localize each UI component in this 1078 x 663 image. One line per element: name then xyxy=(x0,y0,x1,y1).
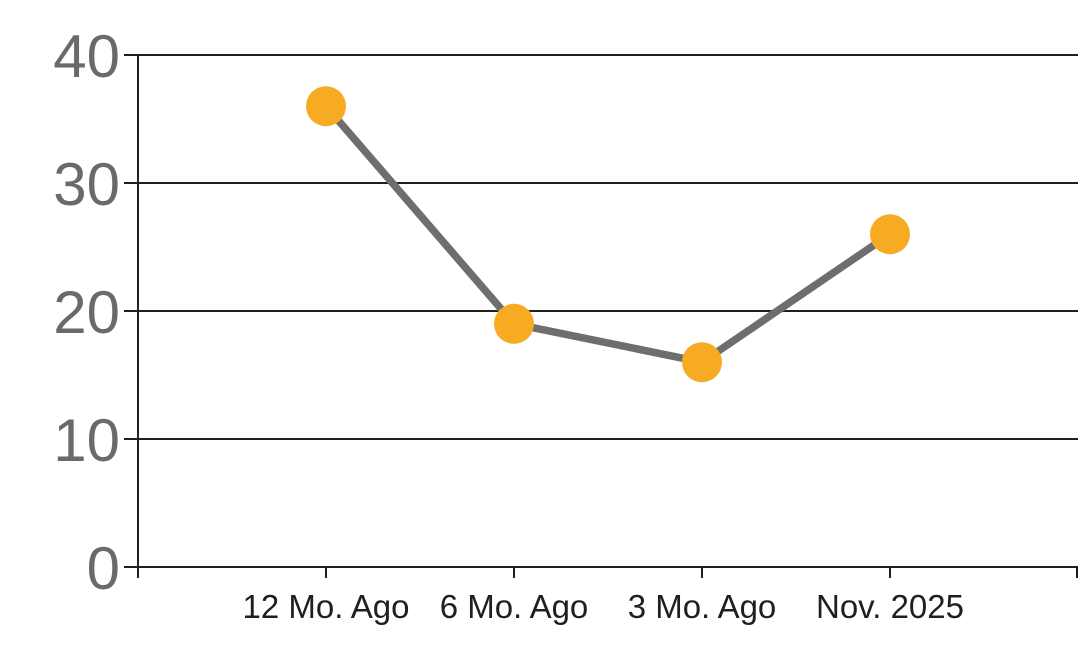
x-tick-label-2: 3 Mo. Ago xyxy=(628,588,777,625)
x-tick-label-1: 6 Mo. Ago xyxy=(440,588,589,625)
y-tick-label-30: 30 xyxy=(53,151,120,218)
data-point-3 Mo. Ago xyxy=(682,342,722,383)
data-point-12 Mo. Ago xyxy=(306,86,346,127)
x-tick-label-0: 12 Mo. Ago xyxy=(243,588,410,625)
series-line-trend xyxy=(322,102,894,366)
y-tick-label-40: 40 xyxy=(53,23,120,90)
y-tick-label-0: 0 xyxy=(87,535,120,602)
x-tick-label-3: Nov. 2025 xyxy=(816,588,964,625)
data-point-6 Mo. Ago xyxy=(494,303,534,344)
y-tick-label-20: 20 xyxy=(53,279,120,346)
y-tick-label-10: 10 xyxy=(53,407,120,474)
data-point-Nov. 2025 xyxy=(870,214,910,255)
